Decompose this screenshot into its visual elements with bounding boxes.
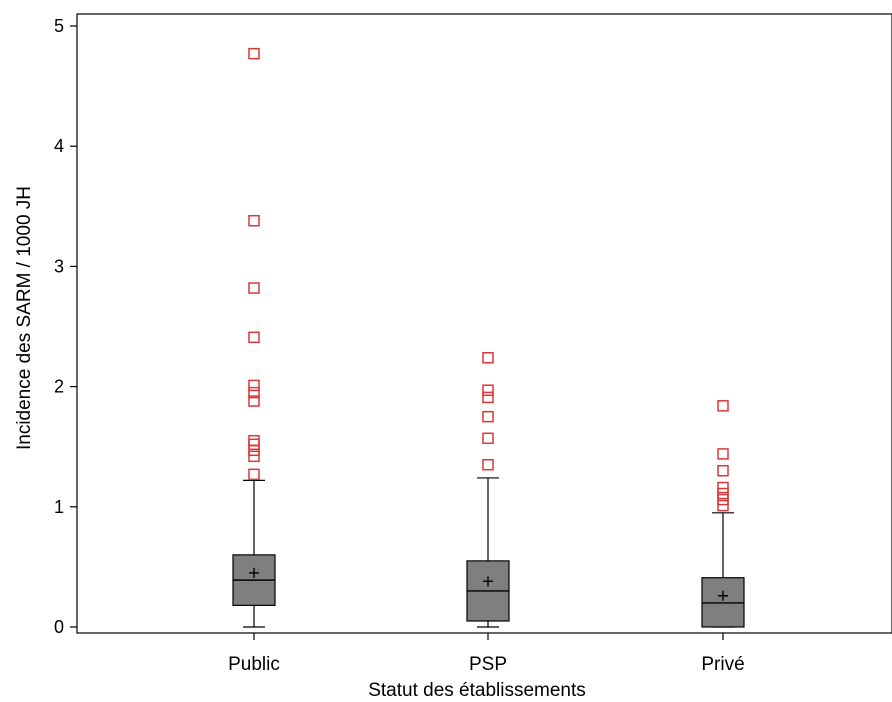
outlier-point xyxy=(248,434,260,447)
outlier-point xyxy=(482,410,494,423)
outlier-point xyxy=(248,214,260,227)
box-1 xyxy=(466,352,510,628)
box-0 xyxy=(232,47,276,628)
y-tick-label: 1 xyxy=(54,497,64,517)
x-category-label: Privé xyxy=(701,654,744,675)
outlier-point xyxy=(248,379,260,392)
y-axis-title: Incidence des SARM / 1000 JH xyxy=(14,186,35,450)
outlier-point xyxy=(248,468,260,481)
outlier-point xyxy=(717,499,729,512)
plot-area xyxy=(76,13,892,634)
y-tick-label: 5 xyxy=(54,16,64,36)
y-tick-label: 3 xyxy=(54,256,64,276)
outlier-point xyxy=(248,395,260,407)
outlier-point xyxy=(482,391,494,404)
outlier-point xyxy=(717,400,729,412)
outlier-point xyxy=(482,432,494,445)
outlier-point xyxy=(248,331,260,344)
mean-marker xyxy=(483,576,493,587)
outlier-point xyxy=(717,487,729,500)
y-tick-label: 0 xyxy=(54,617,64,637)
outlier-point xyxy=(248,450,260,463)
y-axis: 0 1 2 3 4 5 xyxy=(54,16,77,637)
outlier-point xyxy=(248,47,260,60)
mean-marker xyxy=(718,590,728,601)
outlier-point xyxy=(482,458,494,471)
box-2 xyxy=(701,400,745,628)
x-axis: Public PSP Privé xyxy=(228,633,745,675)
outlier-point xyxy=(482,384,494,396)
box-group xyxy=(232,47,745,628)
outlier-point xyxy=(717,481,729,494)
mean-marker xyxy=(249,567,259,578)
outlier-point xyxy=(717,448,729,460)
y-tick-label: 2 xyxy=(54,377,64,397)
outlier-point xyxy=(248,386,260,399)
x-category-label: PSP xyxy=(469,654,507,675)
x-axis-title: Statut des établissements xyxy=(368,680,586,701)
outlier-point xyxy=(717,493,729,506)
outlier-point xyxy=(482,352,494,364)
x-category-label: Public xyxy=(228,654,280,675)
outlier-point xyxy=(717,464,729,477)
y-tick-label: 4 xyxy=(54,136,64,156)
outlier-point xyxy=(248,282,260,294)
